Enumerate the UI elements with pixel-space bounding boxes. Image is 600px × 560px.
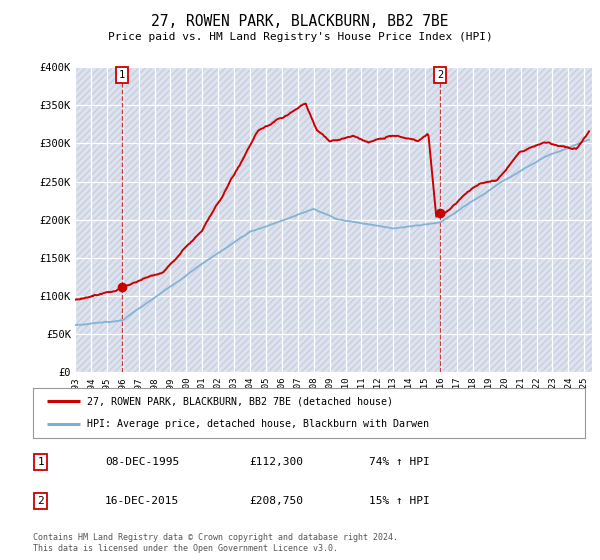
Text: 2: 2 <box>437 70 443 80</box>
Text: 2: 2 <box>37 496 44 506</box>
Text: 27, ROWEN PARK, BLACKBURN, BB2 7BE: 27, ROWEN PARK, BLACKBURN, BB2 7BE <box>151 14 449 29</box>
Text: Contains HM Land Registry data © Crown copyright and database right 2024.
This d: Contains HM Land Registry data © Crown c… <box>33 533 398 553</box>
Text: 27, ROWEN PARK, BLACKBURN, BB2 7BE (detached house): 27, ROWEN PARK, BLACKBURN, BB2 7BE (deta… <box>87 396 393 406</box>
Text: 1: 1 <box>119 70 125 80</box>
Text: £112,300: £112,300 <box>249 457 303 467</box>
Text: 16-DEC-2015: 16-DEC-2015 <box>105 496 179 506</box>
Text: 15% ↑ HPI: 15% ↑ HPI <box>369 496 430 506</box>
Text: 1: 1 <box>37 457 44 467</box>
Text: £208,750: £208,750 <box>249 496 303 506</box>
Text: 74% ↑ HPI: 74% ↑ HPI <box>369 457 430 467</box>
Text: 08-DEC-1995: 08-DEC-1995 <box>105 457 179 467</box>
Text: HPI: Average price, detached house, Blackburn with Darwen: HPI: Average price, detached house, Blac… <box>87 419 429 430</box>
Text: Price paid vs. HM Land Registry's House Price Index (HPI): Price paid vs. HM Land Registry's House … <box>107 32 493 43</box>
